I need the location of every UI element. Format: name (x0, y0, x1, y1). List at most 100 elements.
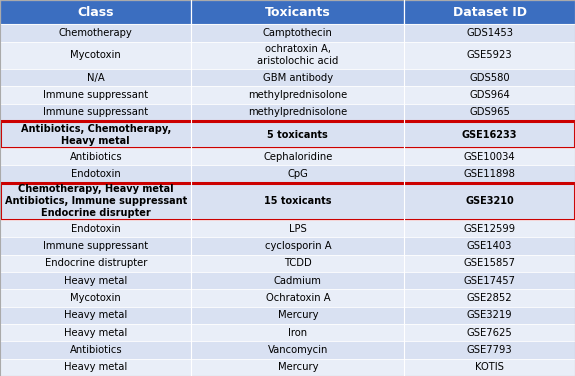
Text: GSE5923: GSE5923 (467, 50, 512, 60)
Bar (0, 69, 191, 86)
Bar (404, 165, 575, 183)
Bar (191, 0, 404, 24)
Bar (404, 0, 575, 24)
Bar (191, 24, 404, 42)
Bar (0, 255, 191, 272)
Bar (404, 237, 575, 255)
Text: GSE3219: GSE3219 (467, 310, 512, 320)
Text: GSE2852: GSE2852 (467, 293, 512, 303)
Text: Toxicants: Toxicants (265, 6, 331, 19)
Text: GSE11898: GSE11898 (463, 169, 516, 179)
Bar (0, 183, 575, 220)
Text: CpG: CpG (288, 169, 308, 179)
Bar (0, 220, 191, 237)
Text: N/A: N/A (87, 73, 105, 83)
Text: Ochratoxin A: Ochratoxin A (266, 293, 330, 303)
Text: GBM antibody: GBM antibody (263, 73, 333, 83)
Text: GSE16233: GSE16233 (462, 130, 518, 139)
Text: Chemotherapy: Chemotherapy (59, 28, 133, 38)
Text: GSE15857: GSE15857 (463, 258, 516, 268)
Bar (191, 69, 404, 86)
Text: Mercury: Mercury (278, 362, 318, 372)
Text: Dataset ID: Dataset ID (453, 6, 527, 19)
Text: Immune suppressant: Immune suppressant (43, 241, 148, 251)
Text: Endocrine distrupter: Endocrine distrupter (44, 258, 147, 268)
Text: GSE7625: GSE7625 (467, 327, 512, 338)
Bar (191, 289, 404, 306)
Bar (404, 220, 575, 237)
Bar (191, 359, 404, 376)
Bar (191, 306, 404, 324)
Text: Mycotoxin: Mycotoxin (70, 293, 121, 303)
Bar (191, 324, 404, 341)
Text: LPS: LPS (289, 224, 306, 233)
Text: GDS580: GDS580 (469, 73, 510, 83)
Bar (404, 341, 575, 359)
Bar (404, 24, 575, 42)
Bar (404, 306, 575, 324)
Bar (191, 42, 404, 69)
Text: Class: Class (78, 6, 114, 19)
Text: Heavy metal: Heavy metal (64, 362, 128, 372)
Bar (191, 237, 404, 255)
Text: Endotoxin: Endotoxin (71, 224, 121, 233)
Text: Cephaloridine: Cephaloridine (263, 152, 332, 162)
Bar (0, 183, 191, 220)
Text: GSE3210: GSE3210 (465, 196, 514, 206)
Text: cyclosporin A: cyclosporin A (264, 241, 331, 251)
Text: Endotoxin: Endotoxin (71, 169, 121, 179)
Text: GSE17457: GSE17457 (463, 276, 516, 286)
Text: KOTIS: KOTIS (475, 362, 504, 372)
Bar (191, 121, 404, 148)
Bar (404, 42, 575, 69)
Text: Antibiotics: Antibiotics (70, 152, 122, 162)
Bar (404, 255, 575, 272)
Bar (191, 86, 404, 104)
Bar (191, 148, 404, 165)
Text: GDS1453: GDS1453 (466, 28, 513, 38)
Text: 5 toxicants: 5 toxicants (267, 130, 328, 139)
Bar (0, 359, 191, 376)
Bar (0, 324, 191, 341)
Text: Chemotherapy, Heavy metal
Antibiotics, Immune suppressant
Endocrine disrupter: Chemotherapy, Heavy metal Antibiotics, I… (5, 184, 187, 218)
Bar (404, 272, 575, 289)
Bar (0, 272, 191, 289)
Text: TCDD: TCDD (284, 258, 312, 268)
Text: 15 toxicants: 15 toxicants (264, 196, 332, 206)
Bar (0, 0, 191, 24)
Text: Antibiotics, Chemotherapy,
Heavy metal: Antibiotics, Chemotherapy, Heavy metal (21, 124, 171, 146)
Bar (404, 183, 575, 220)
Text: Mercury: Mercury (278, 310, 318, 320)
Bar (0, 104, 191, 121)
Bar (0, 24, 191, 42)
Bar (0, 165, 191, 183)
Bar (404, 148, 575, 165)
Bar (0, 289, 191, 306)
Text: Camptothecin: Camptothecin (263, 28, 333, 38)
Text: methylprednisolone: methylprednisolone (248, 90, 347, 100)
Text: GSE10034: GSE10034 (464, 152, 515, 162)
Text: Heavy metal: Heavy metal (64, 276, 128, 286)
Bar (0, 237, 191, 255)
Text: GSE12599: GSE12599 (463, 224, 516, 233)
Bar (404, 69, 575, 86)
Text: Antibiotics: Antibiotics (70, 345, 122, 355)
Text: GSE7793: GSE7793 (467, 345, 512, 355)
Text: ochratoxin A,
aristolochic acid: ochratoxin A, aristolochic acid (257, 44, 339, 66)
Bar (0, 148, 191, 165)
Bar (404, 86, 575, 104)
Text: Immune suppressant: Immune suppressant (43, 107, 148, 117)
Bar (191, 165, 404, 183)
Text: Vancomycin: Vancomycin (268, 345, 328, 355)
Bar (0, 306, 191, 324)
Bar (191, 255, 404, 272)
Bar (0, 121, 575, 148)
Text: Cadmium: Cadmium (274, 276, 322, 286)
Bar (404, 324, 575, 341)
Bar (191, 341, 404, 359)
Text: Immune suppressant: Immune suppressant (43, 90, 148, 100)
Bar (0, 341, 191, 359)
Text: Iron: Iron (288, 327, 308, 338)
Bar (0, 86, 191, 104)
Bar (404, 289, 575, 306)
